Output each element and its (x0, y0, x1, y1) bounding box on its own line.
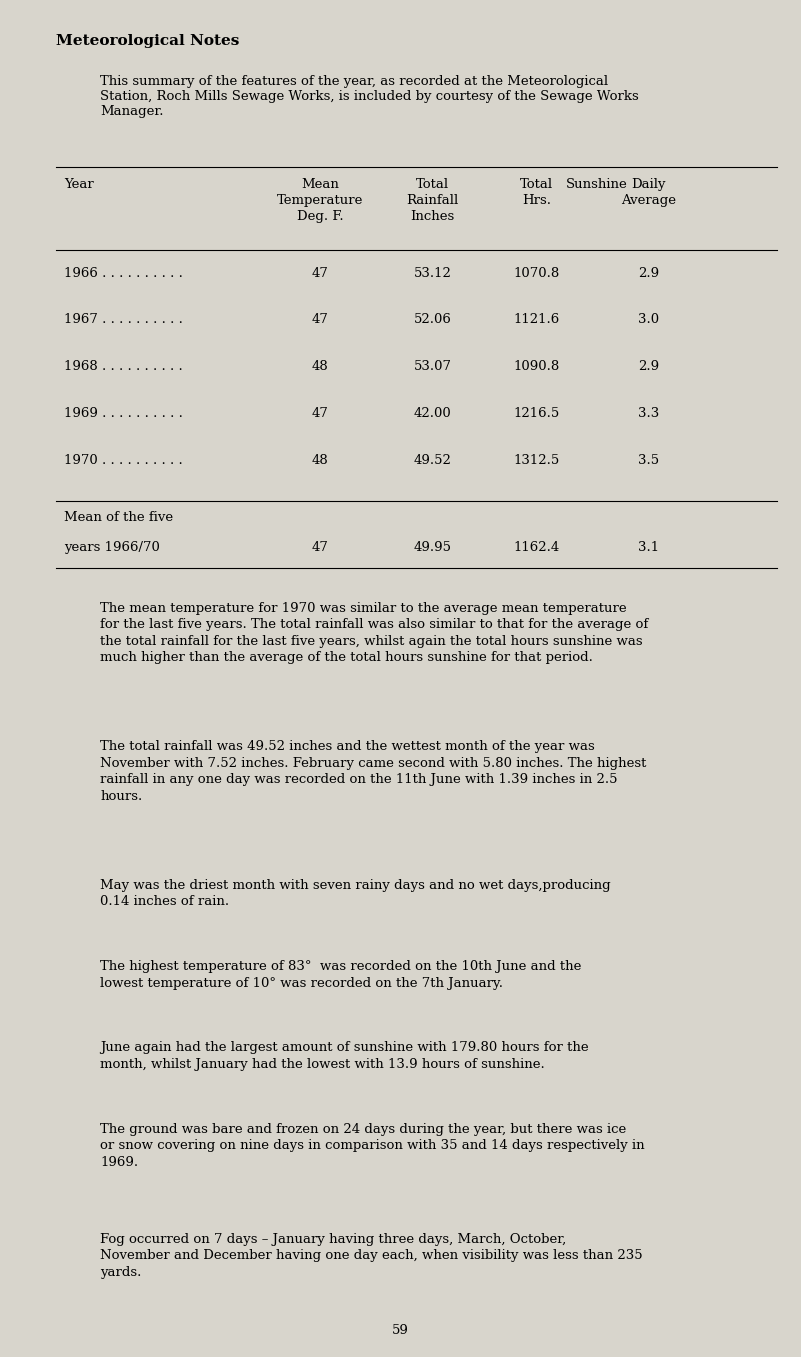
Text: 47: 47 (312, 540, 329, 554)
Text: Mean
Temperature
Deg. F.: Mean Temperature Deg. F. (277, 178, 364, 223)
Text: 49.95: 49.95 (413, 540, 452, 554)
Text: Total
Rainfall
Inches: Total Rainfall Inches (406, 178, 459, 223)
Text: 2.9: 2.9 (638, 266, 659, 280)
Text: 59: 59 (392, 1323, 409, 1337)
Text: 3.3: 3.3 (638, 407, 659, 421)
Text: 1967 . . . . . . . . . .: 1967 . . . . . . . . . . (64, 313, 183, 327)
Text: 48: 48 (312, 453, 328, 467)
Text: 1121.6: 1121.6 (513, 313, 560, 327)
Text: May was the driest month with seven rainy days and no wet days,producing
0.14 in: May was the driest month with seven rain… (100, 879, 610, 908)
Text: 47: 47 (312, 266, 329, 280)
Text: The ground was bare and frozen on 24 days during the year, but there was ice
or : The ground was bare and frozen on 24 day… (100, 1122, 645, 1168)
Text: Fog occurred on 7 days – January having three days, March, October,
November and: Fog occurred on 7 days – January having … (100, 1232, 642, 1278)
Text: 52.06: 52.06 (413, 313, 452, 327)
Text: 53.07: 53.07 (413, 360, 452, 373)
Text: 42.00: 42.00 (413, 407, 452, 421)
Text: 1312.5: 1312.5 (513, 453, 560, 467)
Text: 53.12: 53.12 (413, 266, 452, 280)
Text: 47: 47 (312, 313, 329, 327)
Text: 3.1: 3.1 (638, 540, 659, 554)
Text: The mean temperature for 1970 was similar to the average mean temperature
for th: The mean temperature for 1970 was simila… (100, 603, 648, 665)
Text: Mean of the five: Mean of the five (64, 510, 173, 524)
Text: 3.0: 3.0 (638, 313, 659, 327)
Text: 1216.5: 1216.5 (513, 407, 560, 421)
Text: 1969 . . . . . . . . . .: 1969 . . . . . . . . . . (64, 407, 183, 421)
Text: The total rainfall was 49.52 inches and the wettest month of the year was
Novemb: The total rainfall was 49.52 inches and … (100, 740, 646, 803)
Text: The highest temperature of 83°  was recorded on the 10th June and the
lowest tem: The highest temperature of 83° was recor… (100, 961, 582, 989)
Text: 1966 . . . . . . . . . .: 1966 . . . . . . . . . . (64, 266, 183, 280)
Text: Year: Year (64, 178, 94, 191)
Text: 2.9: 2.9 (638, 360, 659, 373)
Text: This summary of the features of the year, as recorded at the Meteorological
Stat: This summary of the features of the year… (100, 75, 639, 118)
Text: 1162.4: 1162.4 (513, 540, 560, 554)
Text: Meteorological Notes: Meteorological Notes (56, 34, 239, 47)
Text: years 1966/70: years 1966/70 (64, 540, 160, 554)
Text: 47: 47 (312, 407, 329, 421)
Text: Total
Hrs.: Total Hrs. (520, 178, 553, 206)
Text: 49.52: 49.52 (413, 453, 452, 467)
Text: 1070.8: 1070.8 (513, 266, 560, 280)
Text: 1090.8: 1090.8 (513, 360, 560, 373)
Text: Sunshine: Sunshine (566, 178, 628, 191)
Text: 3.5: 3.5 (638, 453, 659, 467)
Text: 48: 48 (312, 360, 328, 373)
Text: 1968 . . . . . . . . . .: 1968 . . . . . . . . . . (64, 360, 183, 373)
Text: Daily
Average: Daily Average (622, 178, 676, 206)
Text: June again had the largest amount of sunshine with 179.80 hours for the
month, w: June again had the largest amount of sun… (100, 1042, 589, 1071)
Text: 1970 . . . . . . . . . .: 1970 . . . . . . . . . . (64, 453, 183, 467)
